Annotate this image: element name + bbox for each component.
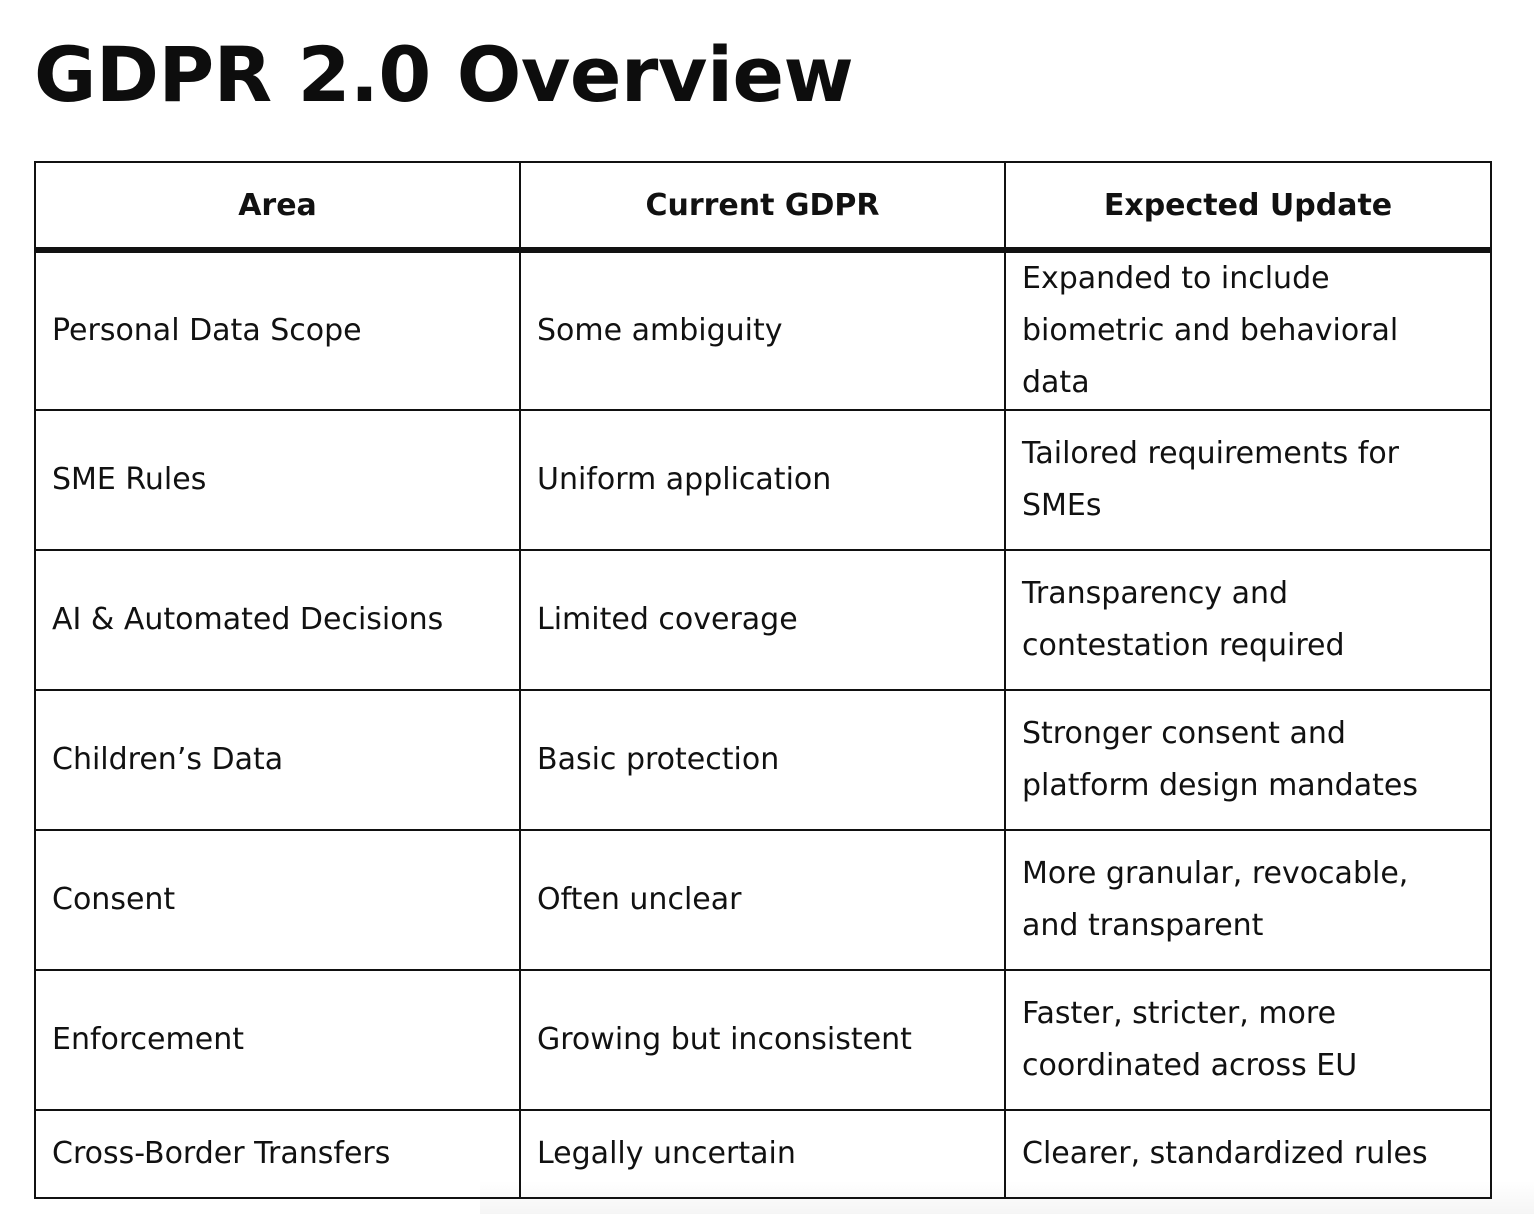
- cell-current: Often unclear: [519, 829, 1006, 971]
- cell-area: AI & Automated Decisions: [34, 549, 521, 691]
- cell-current: Legally uncertain: [519, 1109, 1006, 1199]
- cell-expected: Clearer, standardized rules: [1004, 1109, 1492, 1199]
- table-row: AI & Automated Decisions Limited coverag…: [34, 549, 1492, 691]
- cell-current: Limited coverage: [519, 549, 1006, 691]
- cell-current: Uniform application: [519, 409, 1006, 551]
- table-row: Children’s Data Basic protection Stronge…: [34, 689, 1492, 831]
- cell-area: SME Rules: [34, 409, 521, 551]
- table-row: Cross-Border Transfers Legally uncertain…: [34, 1109, 1492, 1199]
- cell-area: Children’s Data: [34, 689, 521, 831]
- cell-current: Growing but inconsistent: [519, 969, 1006, 1111]
- comparison-table: Area Current GDPR Expected Update Person…: [34, 161, 1492, 1199]
- cell-area: Enforcement: [34, 969, 521, 1111]
- comparison-table-container: Area Current GDPR Expected Update Person…: [34, 161, 1492, 1199]
- header-row: Area Current GDPR Expected Update: [34, 161, 1492, 253]
- cell-expected: Expanded to include biometric and behavi…: [1004, 249, 1492, 411]
- table-row: Personal Data Scope Some ambiguity Expan…: [34, 249, 1492, 411]
- table-header: Area Current GDPR Expected Update: [34, 161, 1492, 253]
- cell-expected: Faster, stricter, more coordinated acros…: [1004, 969, 1492, 1111]
- table-body: Personal Data Scope Some ambiguity Expan…: [34, 249, 1492, 1199]
- cell-expected: Transparency and contestation required: [1004, 549, 1492, 691]
- cell-expected: More granular, revocable, and transparen…: [1004, 829, 1492, 971]
- cell-area: Personal Data Scope: [34, 249, 521, 411]
- header-area: Area: [34, 161, 521, 253]
- cell-current: Some ambiguity: [519, 249, 1006, 411]
- cell-expected: Tailored requirements for SMEs: [1004, 409, 1492, 551]
- table-row: Consent Often unclear More granular, rev…: [34, 829, 1492, 971]
- table-row: SME Rules Uniform application Tailored r…: [34, 409, 1492, 551]
- cell-area: Consent: [34, 829, 521, 971]
- cell-expected: Stronger consent and platform design man…: [1004, 689, 1492, 831]
- table-row: Enforcement Growing but inconsistent Fas…: [34, 969, 1492, 1111]
- header-expected-update: Expected Update: [1004, 161, 1492, 253]
- cell-area: Cross-Border Transfers: [34, 1109, 521, 1199]
- page-title: GDPR 2.0 Overview: [34, 30, 854, 119]
- cell-current: Basic protection: [519, 689, 1006, 831]
- header-current-gdpr: Current GDPR: [519, 161, 1006, 253]
